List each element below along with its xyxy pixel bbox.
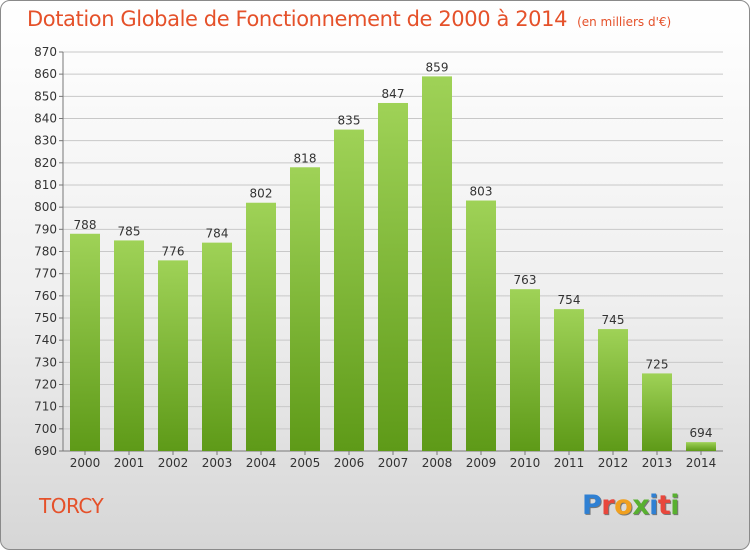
data-label: 847 [382, 87, 405, 101]
bar [686, 442, 716, 451]
bar [598, 329, 628, 451]
x-tick-label: 2011 [554, 456, 585, 470]
data-label: 835 [338, 114, 361, 128]
bar [378, 102, 408, 451]
x-tick-label: 2007 [378, 456, 409, 470]
x-tick-label: 2014 [686, 456, 717, 470]
data-label: 745 [602, 313, 625, 327]
title-row: Dotation Globale de Fonctionnement de 20… [27, 7, 671, 31]
bar [466, 200, 496, 451]
y-tick-label: 830 [34, 134, 57, 148]
y-tick-label: 700 [34, 422, 57, 436]
bar [246, 202, 276, 451]
y-tick-label: 800 [34, 200, 57, 214]
data-label: 802 [250, 187, 273, 201]
x-tick-label: 2003 [202, 456, 233, 470]
data-label: 725 [646, 357, 669, 371]
bar [290, 167, 320, 451]
x-tick-label: 2005 [290, 456, 321, 470]
data-label: 784 [206, 227, 229, 241]
y-tick-label: 810 [34, 178, 57, 192]
bar [334, 129, 364, 452]
y-tick-label: 710 [34, 400, 57, 414]
data-label: 859 [426, 60, 449, 74]
y-tick-label: 770 [34, 267, 57, 281]
data-labels: 788 785 776 784 802 818 835 847 859 803 763 754 745 7… [74, 60, 713, 440]
y-tick-label: 870 [34, 45, 57, 59]
logo-letter: P [582, 490, 602, 521]
logo-letter: i [670, 490, 680, 521]
bar [70, 233, 100, 451]
data-label: 694 [690, 426, 713, 440]
y-tick-label: 690 [34, 444, 57, 458]
bar [158, 260, 188, 451]
x-tick-label: 2009 [466, 456, 497, 470]
x-axis-ticks: 2000 2001 2002 2003 2004 2005 2006 2007 2008 2009… [70, 451, 717, 470]
x-tick-label: 2002 [158, 456, 189, 470]
x-tick-label: 2001 [114, 456, 145, 470]
bar [422, 76, 452, 451]
x-tick-label: 2004 [246, 456, 277, 470]
bar [202, 242, 232, 451]
data-label: 776 [162, 244, 185, 258]
bar [114, 240, 144, 451]
logo-letter: r [601, 490, 615, 521]
y-tick-label: 850 [34, 89, 57, 103]
bar [554, 309, 584, 451]
logo-letter: o [614, 490, 633, 521]
x-tick-label: 2006 [334, 456, 365, 470]
y-tick-label: 730 [34, 355, 57, 369]
bars [70, 76, 716, 452]
data-label: 754 [558, 293, 581, 307]
y-tick-label: 820 [34, 156, 57, 170]
y-tick-label: 790 [34, 222, 57, 236]
x-tick-label: 2000 [70, 456, 101, 470]
y-tick-label: 740 [34, 333, 57, 347]
y-tick-label: 720 [34, 378, 57, 392]
x-tick-label: 2010 [510, 456, 541, 470]
y-tick-label: 840 [34, 112, 57, 126]
logo-letter: i [649, 490, 658, 521]
data-label: 803 [470, 185, 493, 199]
data-label: 785 [118, 224, 141, 238]
bar [510, 289, 540, 451]
y-axis-ticks: 690 700 710 720 730 740 750 760 770 780 790 800 810 8… [34, 45, 57, 458]
logo-letter: t [657, 490, 671, 521]
x-tick-label: 2012 [598, 456, 629, 470]
y-tick-label: 860 [34, 67, 57, 81]
data-label: 818 [294, 151, 317, 165]
x-tick-label: 2013 [642, 456, 673, 470]
bar [642, 373, 672, 451]
y-tick-label: 760 [34, 289, 57, 303]
place-name: TORCY [39, 494, 104, 518]
data-label: 763 [514, 273, 537, 287]
y-tick-label: 750 [34, 311, 57, 325]
chart-subtitle: (en milliers d'€) [577, 15, 672, 29]
proxiti-logo: Proxiti [582, 490, 680, 521]
data-label: 788 [74, 218, 97, 232]
x-tick-label: 2008 [422, 456, 453, 470]
logo-letter: x [632, 490, 650, 521]
y-tick-label: 780 [34, 245, 57, 259]
chart-title: Dotation Globale de Fonctionnement de 20… [27, 7, 568, 31]
